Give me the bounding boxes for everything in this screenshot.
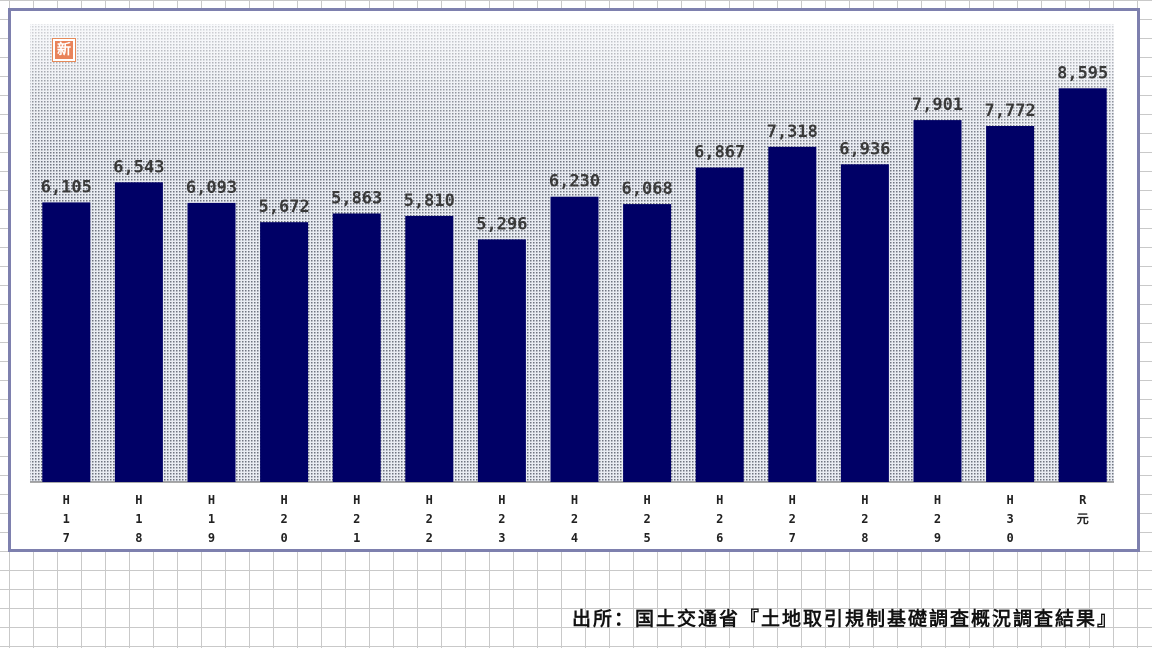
x-tick-label-H23-1: 2	[498, 512, 505, 526]
x-tick-label-H24-1: 2	[571, 512, 578, 526]
x-tick-label-H23-0: H	[498, 493, 505, 507]
x-tick-label-H27-0: H	[789, 493, 796, 507]
value-label-H26: 6,867	[694, 143, 745, 163]
x-tick-label-H28-2: 8	[861, 531, 868, 545]
x-tick-label-H19-0: H	[208, 493, 215, 507]
x-tick-label-H26-2: 6	[716, 531, 723, 545]
bar-H29	[913, 120, 962, 482]
x-tick-label-H29-2: 9	[934, 531, 941, 545]
x-tick-labels-group: H 1 7 H 1 8 H 1 9 H 2 0 H 2 1 H 2 2 H 2 3 H 2 4 H 2 5 H 2 6 H 2 7 H 2 8 H 2 9 H…	[63, 493, 1089, 545]
chart-frame: 6,105 6,543 6,093 5,672 5,863 5,810 5,296 6,230…	[8, 8, 1140, 552]
x-tick-label-H21-1: 2	[353, 512, 360, 526]
bar-H30	[986, 126, 1035, 482]
bar-H24	[550, 196, 599, 482]
x-tick-label-H17-2: 7	[63, 531, 70, 545]
value-label-H23: 5,296	[476, 214, 527, 234]
bar-H18	[114, 182, 163, 483]
x-tick-label-H29-1: 2	[934, 512, 941, 526]
value-labels-group: 6,105 6,543 6,093 5,672 5,863 5,810 5,296 6,230…	[41, 63, 1109, 234]
value-label-H30: 7,772	[985, 101, 1036, 121]
bars-group	[42, 88, 1107, 483]
x-tick-label-H20-0: H	[280, 493, 287, 507]
x-tick-label-H24-2: 4	[571, 531, 578, 545]
x-tick-label-H28-0: H	[861, 493, 868, 507]
bar-H27	[768, 146, 817, 483]
bar-H17	[42, 202, 91, 482]
x-tick-label-H21-0: H	[353, 493, 360, 507]
value-label-R元: 8,595	[1057, 63, 1108, 83]
x-tick-label-H18-0: H	[135, 493, 142, 507]
x-tick-label-H20-1: 2	[280, 512, 287, 526]
bar-R元	[1058, 88, 1107, 483]
x-tick-label-H27-2: 7	[789, 531, 796, 545]
value-label-H25: 6,068	[622, 179, 673, 199]
x-tick-label-H25-0: H	[643, 493, 650, 507]
value-label-H20: 5,672	[259, 197, 310, 217]
x-tick-label-H23-2: 3	[498, 531, 505, 545]
x-tick-label-H22-2: 2	[426, 531, 433, 545]
x-tick-label-H30-0: H	[1006, 493, 1013, 507]
x-tick-label-H26-0: H	[716, 493, 723, 507]
bar-H22	[405, 215, 454, 482]
x-tick-label-H21-2: 1	[353, 531, 360, 545]
x-tick-label-H20-2: 0	[280, 531, 287, 545]
bar-H23	[477, 239, 526, 482]
source-caption: 出所：国土交通省『土地取引規制基礎調査概況調査結果』	[571, 608, 1118, 630]
value-label-H27: 7,318	[767, 122, 818, 142]
value-label-H22: 5,810	[404, 191, 455, 211]
bar-H28	[840, 164, 889, 483]
x-tick-label-H26-1: 2	[716, 512, 723, 526]
x-tick-label-H27-1: 2	[789, 512, 796, 526]
x-tick-label-H25-2: 5	[643, 531, 650, 545]
value-label-H28: 6,936	[839, 139, 890, 159]
x-tick-label-H30-2: 0	[1006, 531, 1013, 545]
x-tick-label-H17-1: 1	[63, 512, 70, 526]
bar-chart: 6,105 6,543 6,093 5,672 5,863 5,810 5,296 6,230…	[30, 24, 1114, 545]
x-tick-label-H28-1: 2	[861, 512, 868, 526]
value-label-H21: 5,863	[331, 189, 382, 209]
x-tick-label-H18-2: 8	[135, 531, 142, 545]
value-label-H17: 6,105	[41, 177, 92, 197]
x-tick-label-H19-2: 9	[208, 531, 215, 545]
value-label-H19: 6,093	[186, 178, 237, 198]
bar-H25	[623, 204, 672, 482]
x-tick-label-H25-1: 2	[643, 512, 650, 526]
x-tick-label-H24-0: H	[571, 493, 578, 507]
bar-H20	[260, 222, 309, 482]
value-label-H24: 6,230	[549, 172, 600, 192]
logo-badge: 新	[52, 38, 76, 62]
x-tick-label-H18-1: 1	[135, 512, 142, 526]
x-tick-label-H22-1: 2	[426, 512, 433, 526]
x-tick-label-H29-0: H	[934, 493, 941, 507]
value-label-H18: 6,543	[113, 157, 164, 177]
x-tick-label-H30-1: 3	[1006, 512, 1013, 526]
bar-H19	[187, 202, 236, 482]
x-tick-label-H22-0: H	[426, 493, 433, 507]
bar-H26	[695, 167, 744, 482]
x-tick-label-H17-0: H	[63, 493, 70, 507]
value-label-H29: 7,901	[912, 95, 963, 115]
x-tick-label-R元-0: R	[1079, 493, 1087, 507]
x-tick-label-R元-1: 元	[1077, 512, 1089, 526]
x-tick-label-H19-1: 1	[208, 512, 215, 526]
bar-H21	[332, 213, 381, 482]
